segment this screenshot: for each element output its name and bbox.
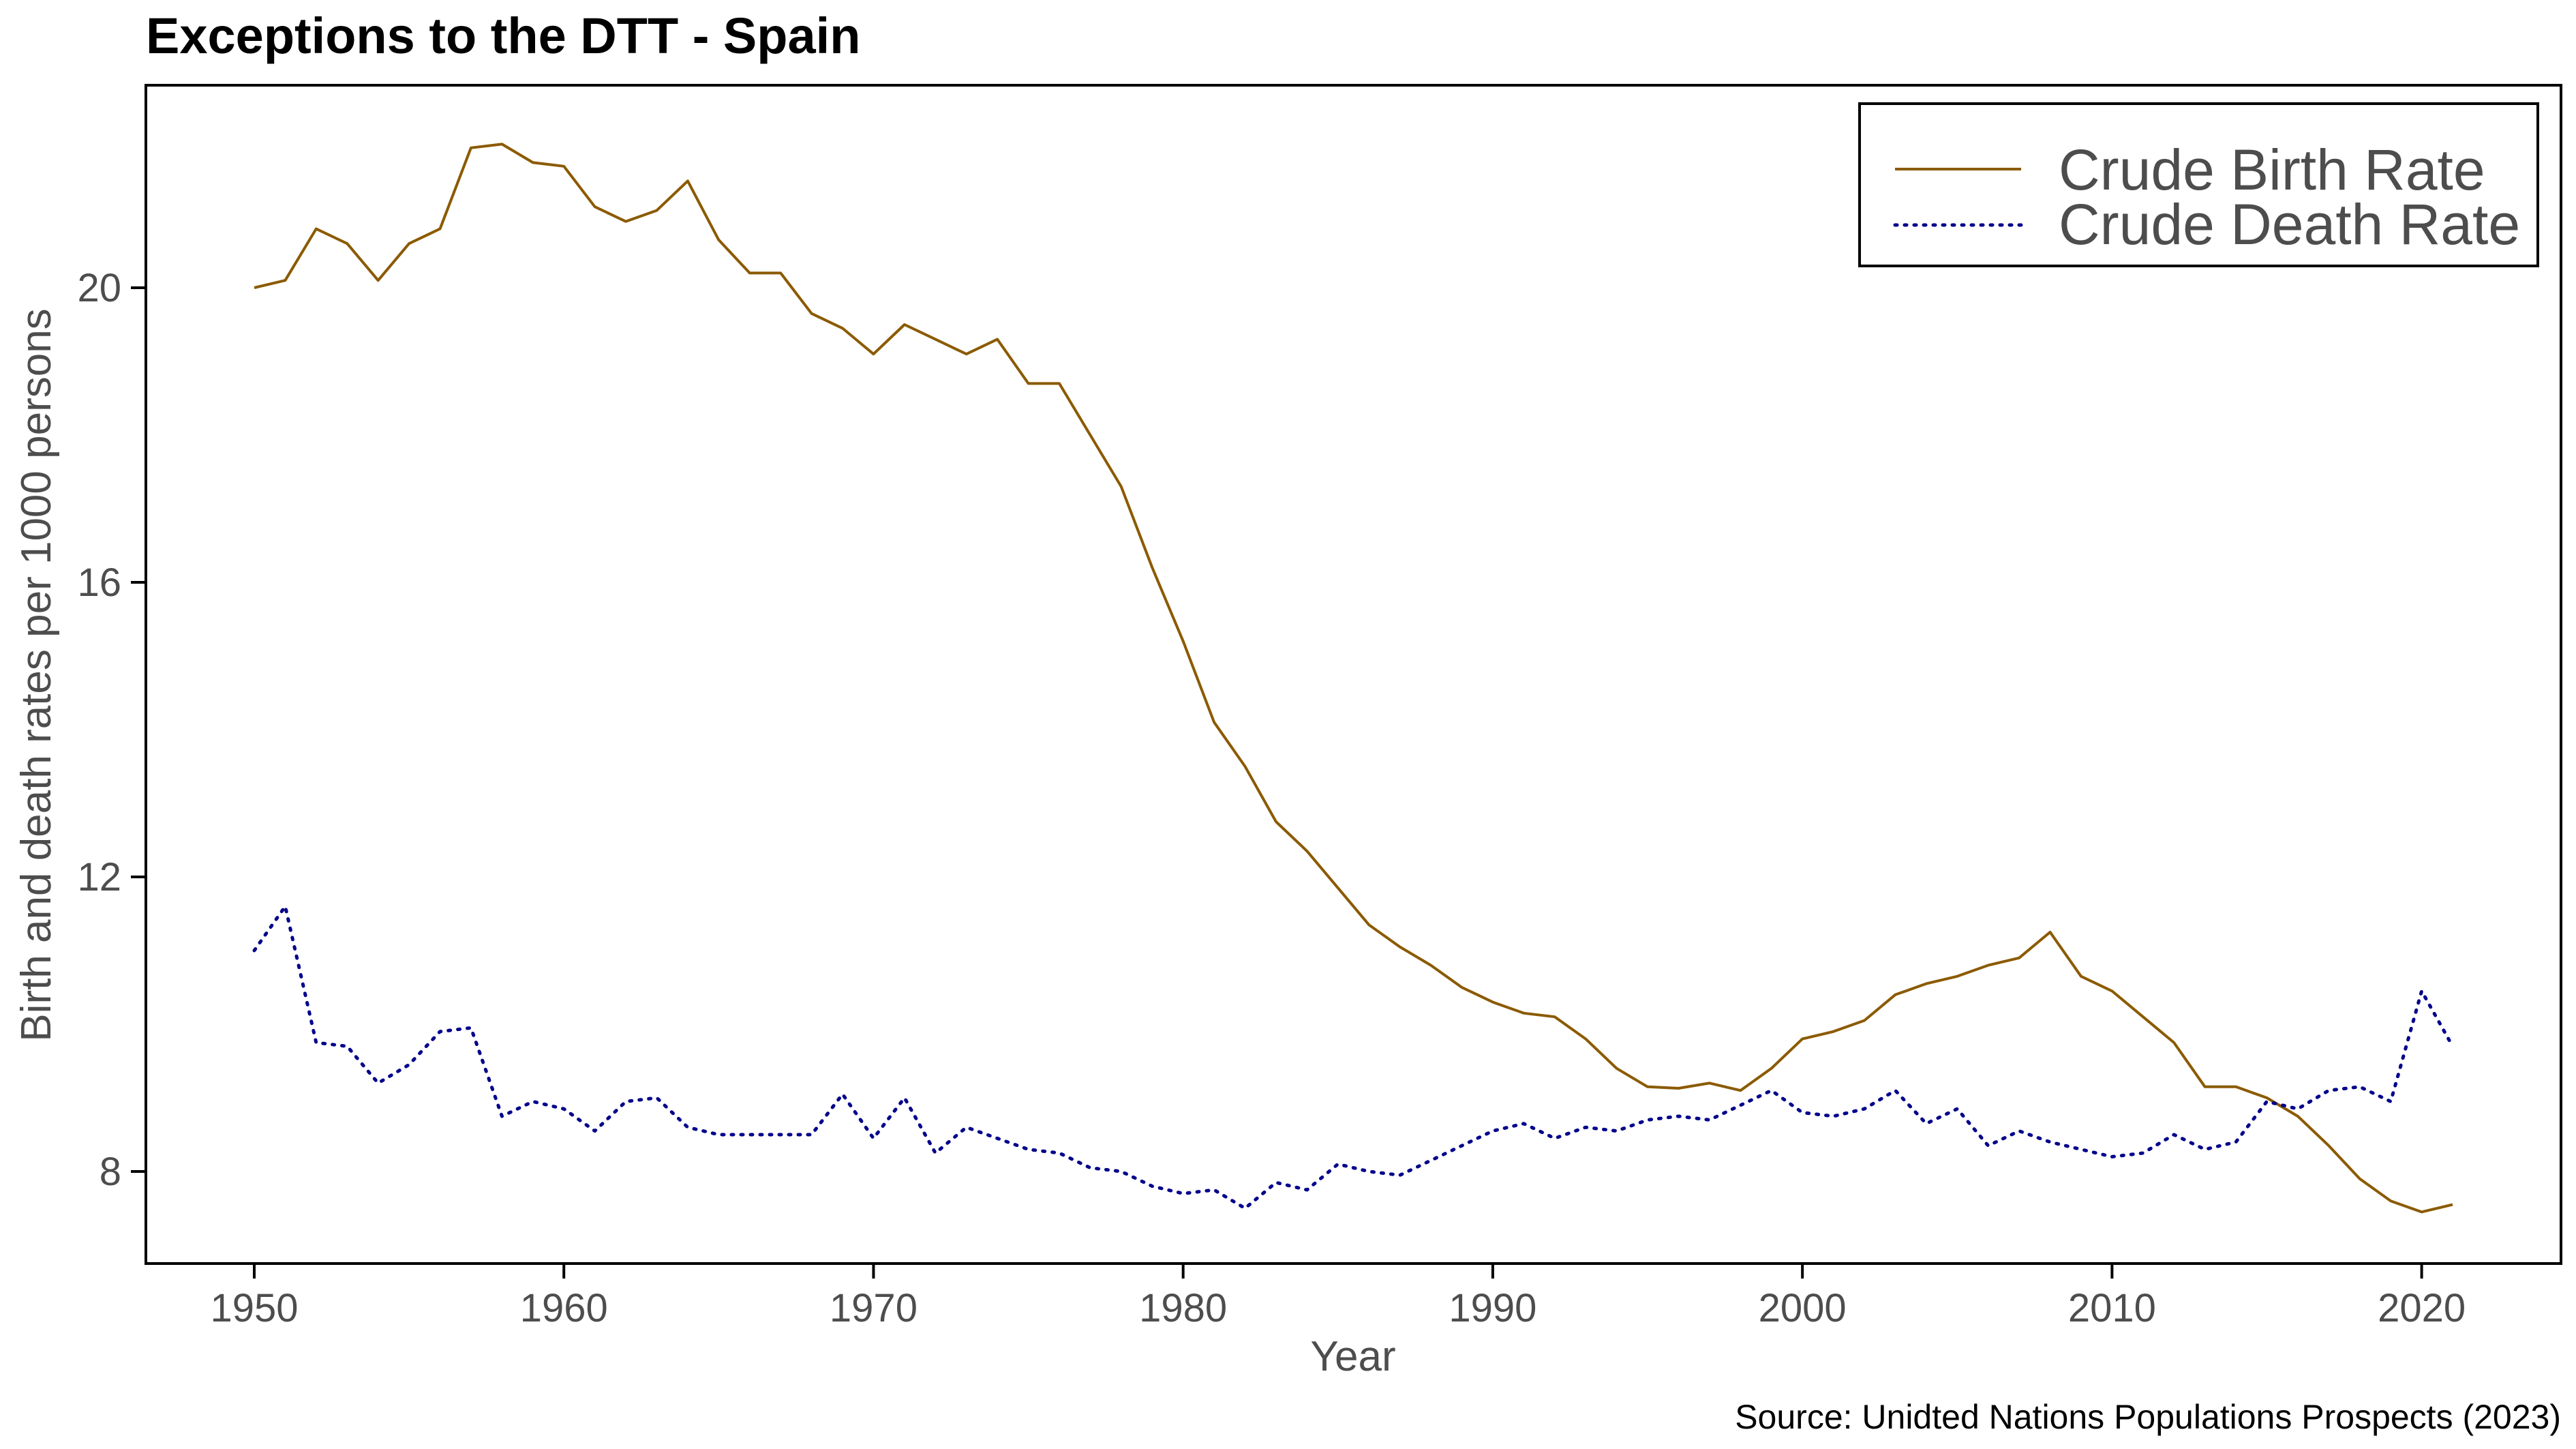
x-tick-label: 1950 xyxy=(210,1286,298,1330)
legend-label-death-rate: Crude Death Rate xyxy=(2059,192,2520,256)
x-tick-label: 2010 xyxy=(2068,1286,2156,1330)
y-tick-label: 8 xyxy=(100,1150,121,1194)
y-axis-label: Birth and death rates per 1000 persons xyxy=(13,308,60,1041)
x-tick-label: 1980 xyxy=(1139,1286,1227,1330)
x-tick-label: 1960 xyxy=(520,1286,608,1330)
x-axis-label: Year xyxy=(1310,1333,1395,1380)
x-tick-label: 1990 xyxy=(1449,1286,1536,1330)
source-caption: Source: Unidted Nations Populations Pros… xyxy=(1735,1398,2561,1436)
legend-box xyxy=(1858,102,2539,267)
legend-label-birth-rate: Crude Birth Rate xyxy=(2059,138,2485,202)
series-line-birth-rate xyxy=(254,143,2453,1214)
chart-title: Exceptions to the DTT - Spain xyxy=(146,8,860,64)
x-tick-label: 1970 xyxy=(830,1286,918,1330)
y-tick-label: 20 xyxy=(77,266,121,310)
y-tick-label: 16 xyxy=(77,561,121,605)
series-group xyxy=(252,143,2455,1214)
y-axis: 8 12 16 20 xyxy=(77,266,146,1194)
x-axis: 1950 1960 1970 1980 1990 2000 2010 2020 xyxy=(210,1264,2466,1330)
y-tick-label: 12 xyxy=(77,855,121,899)
series-line-death-rate xyxy=(252,904,2455,1210)
plot-frame xyxy=(145,84,2562,1265)
legend: Crude Birth Rate Crude Death Rate xyxy=(1858,102,2539,267)
x-tick-label: 2000 xyxy=(1759,1286,1847,1330)
x-tick-label: 2020 xyxy=(2378,1286,2466,1330)
